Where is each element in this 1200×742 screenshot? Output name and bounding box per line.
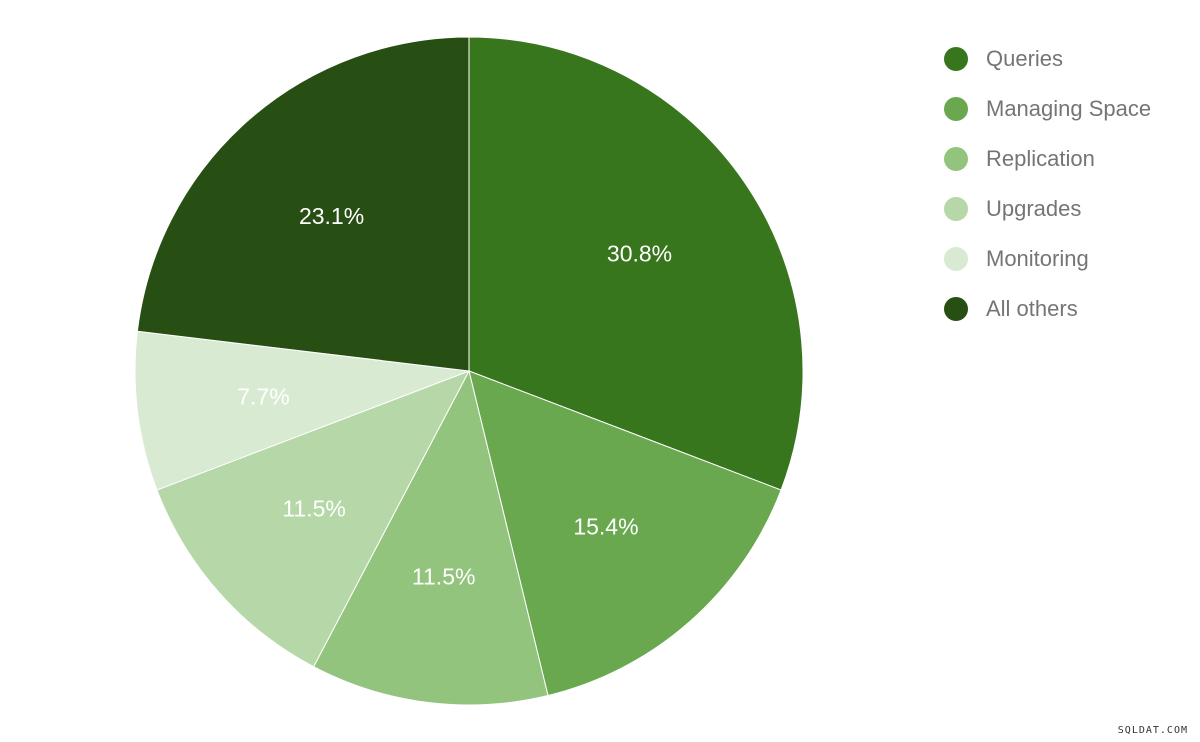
legend-swatch <box>944 47 968 71</box>
pie-slice-all-others <box>136 36 470 372</box>
legend-swatch <box>944 197 968 221</box>
legend-item: Replication <box>944 134 1151 184</box>
legend-label: Managing Space <box>986 96 1152 121</box>
slice-value-label: 11.5% <box>282 495 346 521</box>
legend-label: Replication <box>986 146 1095 171</box>
legend-label: Upgrades <box>986 196 1082 221</box>
legend-label: All others <box>986 296 1078 321</box>
legend-label: Queries <box>986 46 1064 71</box>
legend-swatch <box>944 247 968 271</box>
legend-item: Managing Space <box>944 84 1151 134</box>
slice-value-label: 11.5% <box>412 564 476 590</box>
pie-slice-managing-space <box>468 370 782 697</box>
legend-item: Upgrades <box>944 184 1151 234</box>
pie-slice-monitoring <box>134 330 470 491</box>
legend-swatch <box>944 297 968 321</box>
legend-label: Monitoring <box>986 246 1089 271</box>
legend-item: Monitoring <box>944 234 1151 284</box>
pie-slice-replication <box>312 369 549 706</box>
pie-slice-queries <box>468 36 804 491</box>
slice-value-label: 7.7% <box>237 383 289 409</box>
slice-value-label: 15.4% <box>573 513 638 539</box>
chart-legend: Queries Managing Space Replication Upgrades… <box>944 34 1151 334</box>
legend-swatch <box>944 147 968 171</box>
slice-value-label: 23.1% <box>299 203 364 229</box>
slice-value-label: 30.8% <box>607 241 672 267</box>
pie-slice-upgrades <box>156 370 471 668</box>
legend-item: Queries <box>944 34 1151 84</box>
legend-swatch <box>944 97 968 121</box>
watermark: SQLDAT.COM <box>1117 725 1188 736</box>
legend-item: All others <box>944 284 1151 334</box>
